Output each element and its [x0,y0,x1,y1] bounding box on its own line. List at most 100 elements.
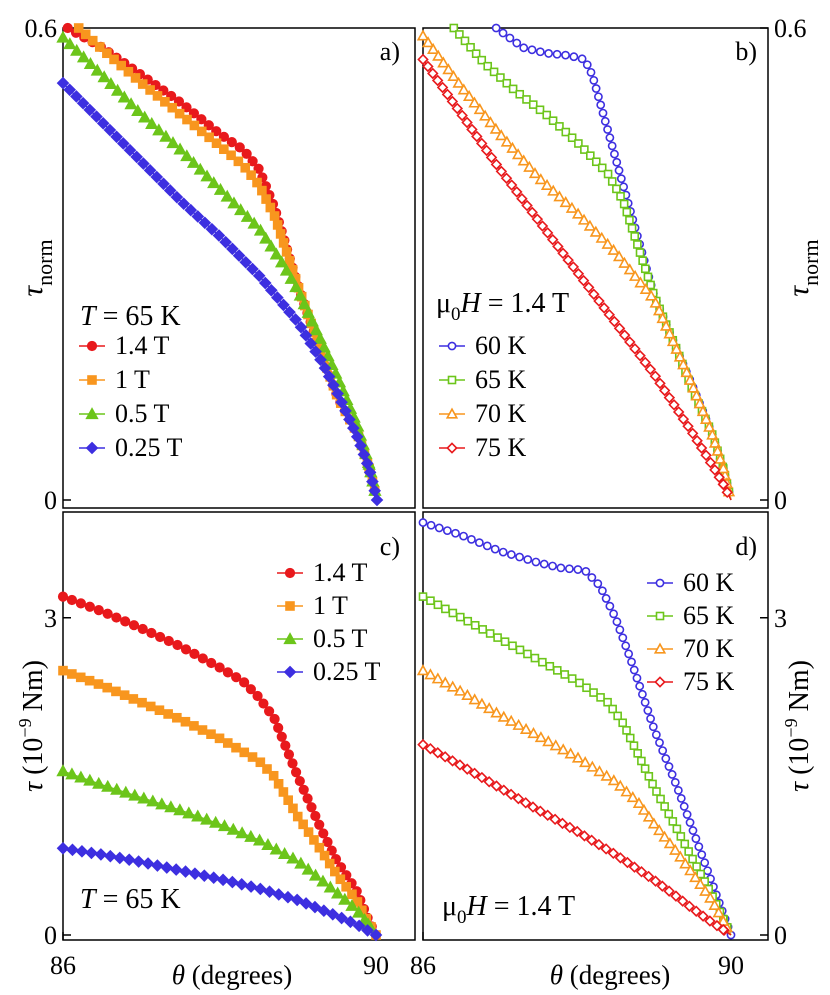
legend-label-a-2: 0.5 T [115,399,170,428]
point-b-0-21 [605,133,615,143]
point-d-0-28 [615,625,625,635]
x-axis-title-d: θ (degrees) [550,960,670,990]
point-b-3-56 [695,442,708,454]
point-c-0-5 [102,608,113,619]
point-a-1-29 [269,211,280,221]
point-d-0-18 [564,564,574,574]
series-c-1 [58,665,381,940]
point-b-2-62 [714,452,727,464]
point-b-3-19 [511,186,523,198]
point-a-2-19 [186,155,201,168]
point-d-2-18 [549,739,562,751]
point-c-0-39 [318,828,329,839]
point-d-0-4 [451,528,460,538]
point-a-1-30 [272,220,283,230]
point-c-3-0 [56,841,70,855]
point-b-1-14 [535,105,545,115]
point-b-1-30 [622,207,632,217]
point-c-2-5 [101,779,115,792]
point-a-3-9 [116,137,130,150]
panel-d-frame [422,511,769,941]
point-a-3-19 [184,203,198,217]
point-d-2-6 [461,688,474,700]
point-d-0-31 [624,649,634,659]
point-d-3-26 [607,847,620,860]
point-a-3-31 [264,283,278,297]
point-a-3-35 [289,313,302,326]
panel-label-a: a) [380,37,400,66]
point-a-2-36 [289,280,303,293]
point-c-2-7 [119,785,133,798]
point-d-1-15 [530,653,540,663]
point-b-2-57 [699,412,713,424]
point-d-2-12 [505,714,518,726]
point-d-3-28 [621,856,634,869]
point-d-0-38 [643,706,653,715]
point-c-0-33 [294,775,305,787]
y-tick-label-a-1: 0.6 [25,14,58,43]
point-b-3-40 [618,329,631,341]
point-b-2-14 [489,122,503,134]
point-a-3-14 [150,170,164,184]
point-a-3-41 [318,361,332,375]
point-a-1-13 [167,102,178,113]
point-d-1-40 [664,809,674,819]
point-d-1-31 [629,741,639,750]
point-c-1-24 [262,764,272,774]
point-b-2-54 [690,389,703,401]
point-b-1-22 [586,151,595,160]
legend-marker-c-2 [283,632,297,645]
point-a-3-30 [258,276,272,290]
point-d-3-35 [670,890,682,902]
point-b-2-36 [618,256,631,268]
point-d-2-10 [490,706,503,718]
point-d-0-37 [640,698,650,707]
point-b-2-19 [517,154,530,166]
point-d-1-4 [448,608,458,618]
point-d-0-56 [697,850,707,860]
point-b-1-12 [522,95,531,104]
point-c-2-0 [56,764,70,777]
point-c-3-12 [169,863,183,876]
point-d-0-55 [694,842,704,852]
point-c-1-34 [314,842,325,853]
point-d-3-12 [505,788,517,801]
point-d-3-5 [454,759,466,771]
point-b-2-20 [523,160,536,172]
point-d-2-26 [607,774,620,786]
point-b-3-24 [536,220,549,232]
point-d-3-39 [697,910,709,922]
point-b-2-2 [427,42,440,55]
legend-item-a-2: 0.5 T [79,399,170,428]
point-a-3-32 [271,291,284,304]
point-c-2-22 [252,833,267,846]
point-b-1-26 [607,177,617,186]
point-b-0-3 [512,38,522,48]
point-d-0-5 [459,531,468,541]
point-d-1-23 [589,688,598,697]
point-d-2-42 [694,877,707,890]
point-b-3-46 [649,370,662,382]
point-b-1-17 [555,122,564,131]
point-d-0-51 [682,810,692,819]
legend-label-d-0: 60 K [683,568,735,597]
point-d-2-20 [564,747,577,759]
point-b-3-8 [456,109,468,122]
point-b-0-27 [619,182,629,192]
point-b-3-44 [639,356,651,369]
point-a-2-22 [207,176,221,189]
point-c-0-32 [290,767,302,778]
point-a-1-17 [196,126,207,137]
point-b-0-24 [612,157,622,167]
point-d-2-14 [519,722,533,734]
point-c-0-21 [239,677,250,688]
point-d-1-44 [680,839,690,849]
point-d-2-1 [424,668,437,680]
point-a-2-33 [274,255,289,268]
legend-title-d: μ0H = 1.4 T [442,891,575,928]
point-c-3-7 [122,853,136,867]
legend-item-b-3: 75 K [439,433,527,462]
y-axis-title-a: τnorm [16,239,57,296]
point-d-0-14 [531,557,541,567]
point-d-2-8 [475,697,489,709]
